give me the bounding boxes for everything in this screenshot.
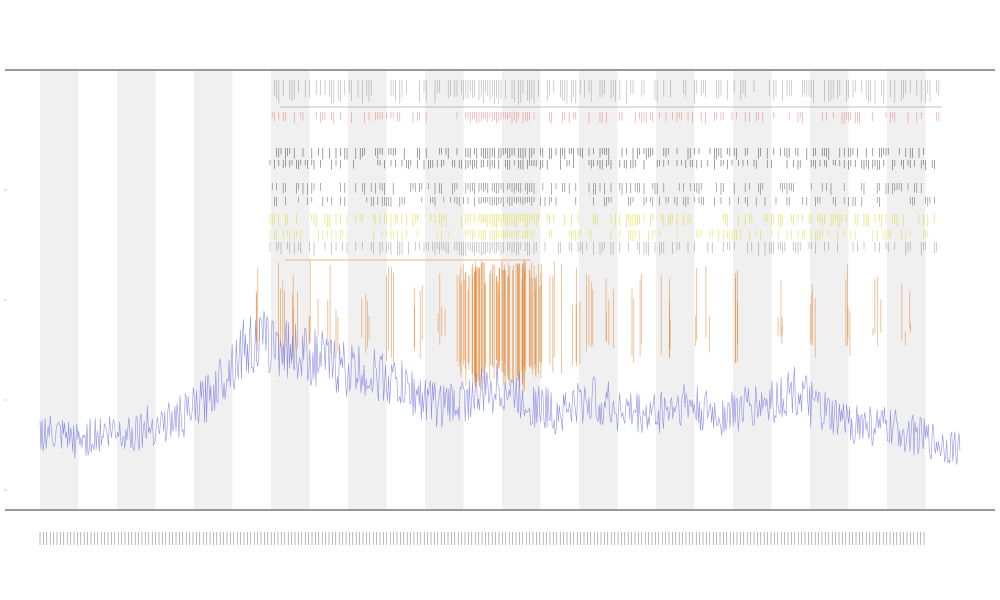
grid-band [348,71,387,509]
grid-band [579,71,618,509]
main-trace-line [39,310,961,465]
grid-band [656,71,695,509]
grid-band [733,71,772,509]
grid-band [117,71,156,509]
grid-band [194,71,233,509]
grid-band [887,71,926,509]
grid-band [810,71,849,509]
grid-band [425,71,464,509]
grid-band [271,71,310,509]
